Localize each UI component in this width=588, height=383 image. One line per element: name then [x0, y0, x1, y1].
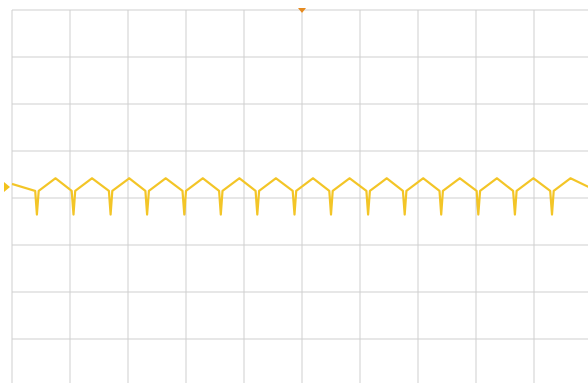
- scope-screen: [0, 0, 588, 383]
- page: (() => { const data = JSON.parse(documen…: [0, 0, 588, 383]
